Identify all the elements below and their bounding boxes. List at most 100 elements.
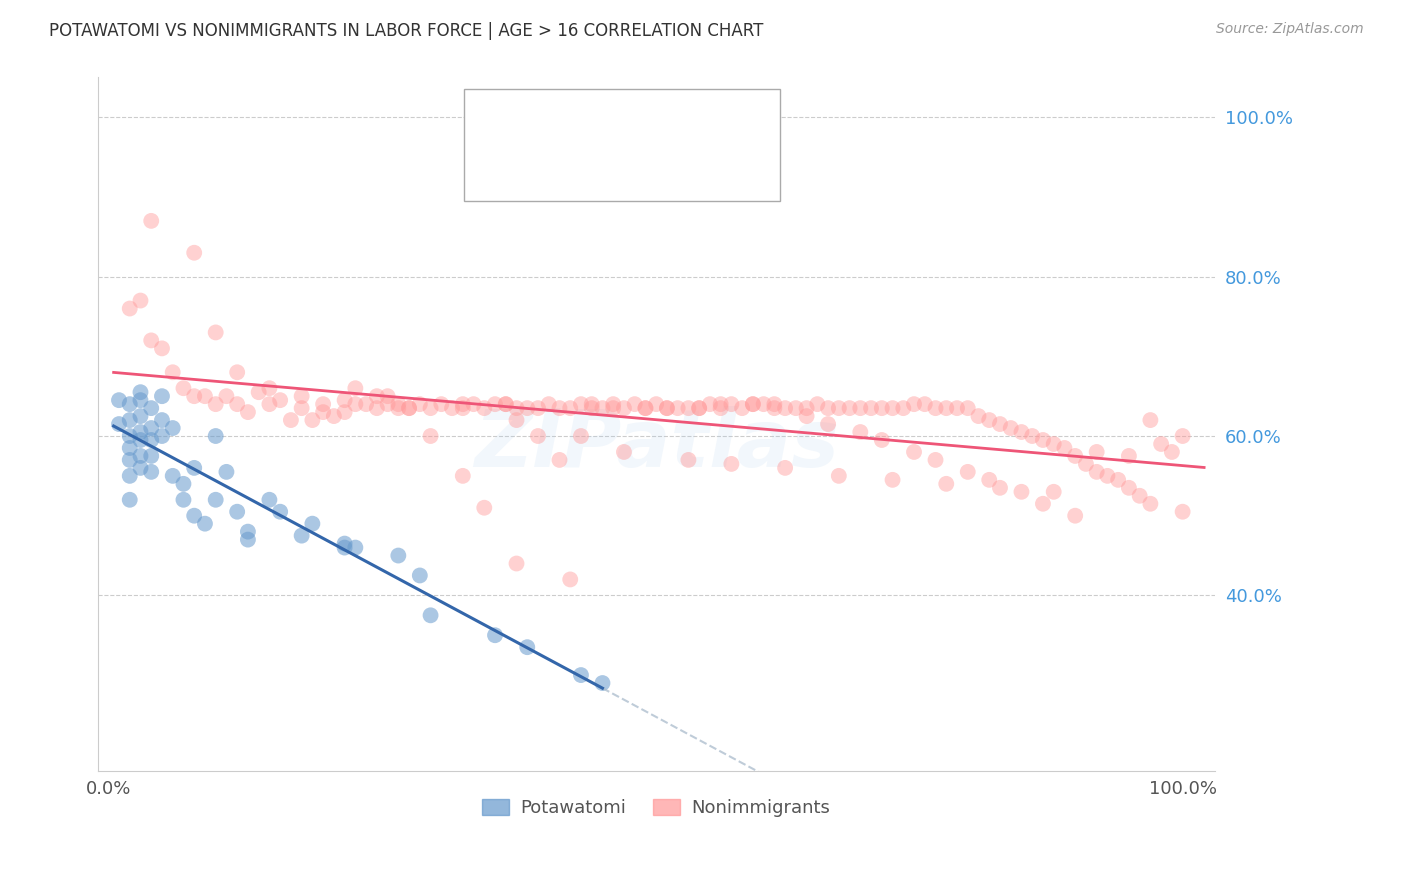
Potawatomi (150, 389, 173, 403)
Nonimmigrants (1171, 429, 1194, 443)
Nonimmigrants (720, 457, 742, 471)
Nonimmigrants (870, 401, 893, 416)
Nonimmigrants (979, 413, 1001, 427)
Nonimmigrants (924, 401, 946, 416)
Potawatomi (387, 549, 409, 563)
Potawatomi (118, 441, 141, 455)
Potawatomi (141, 401, 163, 416)
Nonimmigrants (548, 401, 571, 416)
Nonimmigrants (344, 397, 367, 411)
Nonimmigrants (891, 401, 914, 416)
Nonimmigrants (215, 389, 238, 403)
Potawatomi (150, 429, 173, 443)
Nonimmigrants (796, 401, 818, 416)
Potawatomi (129, 425, 152, 439)
Potawatomi (215, 465, 238, 479)
Nonimmigrants (505, 413, 527, 427)
Potawatomi (162, 468, 184, 483)
Potawatomi (118, 453, 141, 467)
Nonimmigrants (451, 397, 474, 411)
Nonimmigrants (377, 389, 399, 403)
Nonimmigrants (1000, 421, 1022, 435)
Nonimmigrants (763, 397, 786, 411)
Nonimmigrants (344, 381, 367, 395)
Nonimmigrants (1042, 437, 1064, 451)
Nonimmigrants (419, 401, 441, 416)
Nonimmigrants (678, 401, 700, 416)
Text: POTAWATOMI VS NONIMMIGRANTS IN LABOR FORCE | AGE > 16 CORRELATION CHART: POTAWATOMI VS NONIMMIGRANTS IN LABOR FOR… (49, 22, 763, 40)
Nonimmigrants (581, 397, 603, 411)
Nonimmigrants (849, 425, 872, 439)
Point (479, 149, 502, 163)
Potawatomi (194, 516, 217, 531)
Potawatomi (269, 505, 291, 519)
Nonimmigrants (688, 401, 710, 416)
Potawatomi (150, 413, 173, 427)
Nonimmigrants (236, 405, 259, 419)
Nonimmigrants (537, 397, 560, 411)
Text: -0.383: -0.383 (562, 109, 623, 128)
Nonimmigrants (505, 401, 527, 416)
Nonimmigrants (172, 381, 194, 395)
Nonimmigrants (280, 413, 302, 427)
Nonimmigrants (569, 429, 592, 443)
Nonimmigrants (1139, 497, 1161, 511)
Nonimmigrants (591, 401, 613, 416)
Nonimmigrants (956, 401, 979, 416)
Nonimmigrants (623, 397, 645, 411)
Nonimmigrants (849, 401, 872, 416)
Potawatomi (333, 541, 356, 555)
Nonimmigrants (1064, 508, 1087, 523)
Nonimmigrants (183, 389, 205, 403)
Nonimmigrants (333, 405, 356, 419)
Nonimmigrants (495, 397, 517, 411)
Text: 154: 154 (679, 146, 714, 166)
Nonimmigrants (935, 401, 957, 416)
Nonimmigrants (419, 429, 441, 443)
Nonimmigrants (441, 401, 464, 416)
Nonimmigrants (560, 401, 582, 416)
Nonimmigrants (602, 401, 624, 416)
Potawatomi (291, 528, 314, 542)
Nonimmigrants (1021, 429, 1043, 443)
Potawatomi (236, 524, 259, 539)
Nonimmigrants (505, 557, 527, 571)
Nonimmigrants (118, 301, 141, 316)
Nonimmigrants (1139, 413, 1161, 427)
Nonimmigrants (1032, 497, 1054, 511)
Nonimmigrants (581, 401, 603, 416)
Nonimmigrants (1107, 473, 1129, 487)
Nonimmigrants (710, 401, 733, 416)
Potawatomi (129, 385, 152, 400)
Potawatomi (484, 628, 506, 642)
Nonimmigrants (838, 401, 860, 416)
Nonimmigrants (817, 417, 839, 431)
Nonimmigrants (484, 397, 506, 411)
Nonimmigrants (495, 397, 517, 411)
Potawatomi (129, 409, 152, 423)
Potawatomi (236, 533, 259, 547)
Nonimmigrants (796, 409, 818, 423)
Nonimmigrants (1074, 457, 1097, 471)
Text: N=: N= (633, 147, 666, 165)
Nonimmigrants (924, 453, 946, 467)
Nonimmigrants (398, 401, 420, 416)
Legend: Potawatomi, Nonimmigrants: Potawatomi, Nonimmigrants (475, 791, 837, 824)
Nonimmigrants (613, 445, 636, 459)
Point (479, 112, 502, 126)
Potawatomi (172, 476, 194, 491)
Text: ZIPatlas: ZIPatlas (474, 406, 839, 483)
Text: R =: R = (510, 147, 548, 165)
Potawatomi (301, 516, 323, 531)
Nonimmigrants (882, 473, 904, 487)
Nonimmigrants (247, 385, 270, 400)
Potawatomi (141, 465, 163, 479)
Nonimmigrants (527, 429, 550, 443)
Nonimmigrants (129, 293, 152, 308)
Nonimmigrants (472, 401, 495, 416)
Nonimmigrants (194, 389, 217, 403)
Potawatomi (129, 433, 152, 447)
Nonimmigrants (366, 389, 388, 403)
Nonimmigrants (472, 500, 495, 515)
Nonimmigrants (956, 465, 979, 479)
